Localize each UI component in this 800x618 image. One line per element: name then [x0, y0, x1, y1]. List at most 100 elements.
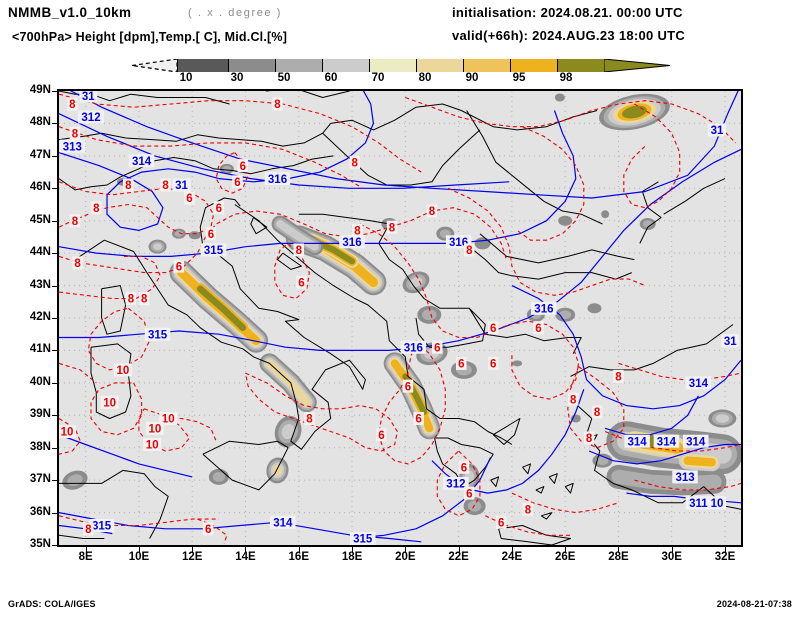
svg-text:6: 6	[405, 381, 411, 393]
height-contour-label-312: 312	[443, 476, 469, 491]
model-title: NMMB_v1.0_10km	[8, 5, 132, 20]
lon-label-28E: 28E	[608, 551, 629, 563]
colorbar-tick-label-90: 90	[465, 72, 479, 84]
temp-contour-label-10: 10	[100, 395, 119, 410]
temp-contour-label-8: 8	[272, 97, 283, 111]
svg-text:6: 6	[234, 177, 240, 189]
colorbar-tick	[416, 59, 417, 72]
svg-text:316: 316	[449, 237, 468, 249]
temp-contour-label-6: 6	[456, 356, 467, 371]
colorbar-band-7	[463, 59, 510, 72]
temp-contour-label-6: 6	[202, 522, 214, 536]
temp-contour-label-8: 8	[123, 178, 134, 192]
svg-text:6: 6	[490, 323, 496, 335]
height-contour-label-316: 316	[264, 172, 291, 186]
svg-text:6: 6	[298, 278, 304, 290]
lon-tick	[192, 547, 194, 552]
temp-contour-label-8: 8	[304, 412, 315, 426]
render-timestamp: 2024-08-21-07:38	[716, 599, 792, 609]
colorbar-legend: 10 30 50 60 70 80 90 95 98	[0, 55, 800, 87]
temp-contour-label-6: 6	[232, 175, 243, 189]
colorbar-tick-label-10: 10	[179, 72, 193, 84]
svg-text:6: 6	[240, 161, 246, 173]
svg-text:10: 10	[146, 440, 159, 452]
lon-label-8E: 8E	[78, 551, 93, 563]
svg-text:8: 8	[429, 206, 436, 218]
svg-text:6: 6	[535, 323, 541, 335]
svg-text:8: 8	[466, 245, 473, 257]
lon-label-14E: 14E	[235, 551, 256, 563]
svg-text:8: 8	[594, 407, 601, 419]
lon-tick	[671, 547, 673, 552]
svg-text:8: 8	[141, 294, 148, 306]
svg-text:8: 8	[274, 99, 281, 111]
svg-text:313: 313	[63, 141, 82, 153]
svg-text:316: 316	[404, 342, 423, 354]
temp-contour-label-6: 6	[296, 275, 307, 290]
lat-label-46N: 46N	[29, 181, 51, 194]
svg-text:6: 6	[208, 229, 214, 241]
height-contour-label-314: 314	[685, 376, 712, 390]
lat-label-37N: 37N	[29, 473, 51, 486]
temp-contour-label-8: 8	[69, 126, 81, 140]
temperature-contours	[59, 93, 741, 544]
svg-text:10: 10	[117, 365, 130, 377]
colorbar-tick	[275, 59, 276, 72]
svg-text:8: 8	[354, 226, 361, 238]
header: NMMB_v1.0_10km ( . x . degree ) <700hPa>…	[0, 0, 800, 52]
colorbar-tick-label-80: 80	[418, 72, 432, 84]
height-contour-label-312: 312	[78, 110, 104, 124]
height-contour-label-10: 10	[708, 496, 726, 510]
temp-contour-label-8: 8	[293, 243, 304, 257]
height-contour-label-315: 315	[350, 532, 376, 545]
lon-label-32E: 32E	[714, 551, 736, 563]
temp-contour-label-8: 8	[139, 292, 150, 306]
svg-text:31: 31	[82, 91, 95, 103]
temp-contour-label-8: 8	[567, 392, 579, 406]
initialisation-time: initialisation: 2024.08.21. 00:00 UTC	[452, 5, 683, 20]
svg-text:315: 315	[148, 329, 168, 341]
lat-label-40N: 40N	[29, 375, 51, 388]
height-contour-label-31: 31	[721, 334, 740, 348]
svg-text:313: 313	[676, 472, 695, 484]
svg-text:8: 8	[93, 203, 100, 215]
temp-contour-label-6: 6	[402, 379, 414, 393]
colorbar-tick	[228, 59, 229, 72]
temp-contour-label-10: 10	[113, 363, 132, 377]
height-contour-label-315: 315	[200, 243, 227, 257]
svg-text:8: 8	[128, 294, 135, 306]
temp-contour-label-10: 10	[145, 421, 164, 436]
colorbar-band-3	[275, 59, 322, 72]
colorbar-band-4	[322, 59, 369, 72]
svg-text:8: 8	[74, 258, 81, 270]
lon-label-18E: 18E	[341, 551, 363, 563]
lon-tick	[458, 547, 460, 552]
temp-contour-label-8: 8	[125, 292, 137, 306]
lon-label-24E: 24E	[501, 551, 523, 563]
height-contour-label-314: 314	[128, 154, 155, 168]
lon-tick	[298, 547, 300, 552]
svg-text:314: 314	[686, 436, 706, 448]
mid-cloud-field	[62, 93, 741, 516]
lon-label-12E: 12E	[181, 551, 203, 563]
temp-contour-label-8: 8	[349, 155, 360, 170]
svg-text:6: 6	[216, 203, 222, 215]
lat-label-43N: 43N	[29, 278, 51, 291]
grads-credit: GrADS: COLA/IGES	[8, 599, 96, 609]
weather-map-panel[interactable]: 31 312 313 314 31 316 315 316 316 31 315 316 316 31 31…	[57, 89, 743, 547]
colorbar-band-6	[416, 59, 463, 72]
colorbar-tick	[557, 59, 558, 72]
svg-text:6: 6	[415, 414, 421, 426]
svg-text:315: 315	[92, 521, 112, 533]
svg-text:8: 8	[85, 524, 92, 536]
temp-contour-label-8: 8	[613, 369, 624, 384]
svg-text:6: 6	[498, 518, 504, 530]
lon-tick	[138, 547, 140, 552]
svg-text:314: 314	[132, 156, 152, 168]
lon-label-16E: 16E	[288, 551, 309, 563]
colorbar-band-8	[510, 59, 557, 72]
lat-label-42N: 42N	[29, 311, 51, 323]
colorbar-tick	[177, 59, 178, 72]
temp-contour-label-8: 8	[352, 223, 363, 238]
